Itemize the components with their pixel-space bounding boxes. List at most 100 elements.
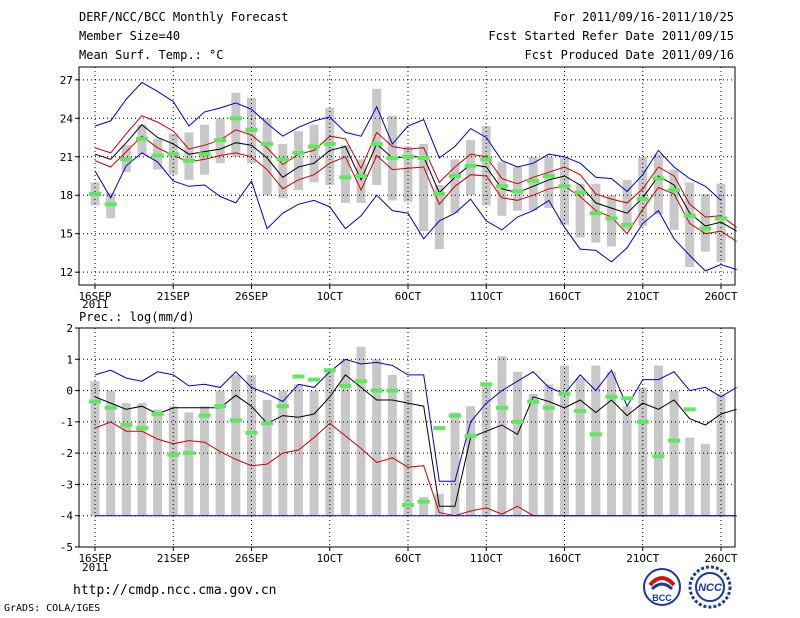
temp-observed-marker xyxy=(386,156,399,161)
temp-observed-marker xyxy=(89,191,101,196)
temp-ensemble-bar xyxy=(200,124,210,175)
temp-ensemble-bar xyxy=(700,193,710,252)
precip-y-tick-label: -5 xyxy=(60,541,73,554)
precip-ensemble-bar xyxy=(106,390,116,516)
temp-observed-marker xyxy=(699,226,712,231)
temp-ensemble-bar xyxy=(606,195,616,247)
temp-observed-marker xyxy=(229,116,242,121)
precip-observed-marker xyxy=(292,374,305,379)
precip-x-tick-label: 21SEP xyxy=(157,552,190,565)
forecast-period: For 2011/09/16-2011/10/25 xyxy=(553,10,734,24)
precip-ensemble-bar xyxy=(325,371,335,516)
temp-ensemble-bar xyxy=(669,169,679,230)
temp-ensemble-bar xyxy=(434,184,444,250)
precip-observed-marker xyxy=(448,413,461,418)
precip-observed-marker xyxy=(151,412,164,417)
temp-ensemble-bar xyxy=(184,132,194,180)
temp-ensemble-bar xyxy=(653,154,663,215)
precip-observed-marker xyxy=(480,382,493,387)
precip-ensemble-bar xyxy=(121,403,131,516)
precip-ensemble-bar xyxy=(591,365,601,516)
precip-observed-marker xyxy=(229,418,242,423)
precip-x-tick-label: 16SEP xyxy=(78,552,111,565)
temp-observed-marker xyxy=(480,157,493,162)
temp-observed-marker xyxy=(370,141,383,146)
temp-observed-marker xyxy=(464,163,477,168)
precip-observed-marker xyxy=(104,405,117,410)
bcc-logo-text: BCC xyxy=(652,593,672,603)
temp-observed-marker xyxy=(339,175,352,180)
temp-observed-marker xyxy=(151,153,164,158)
precip-observed-marker xyxy=(276,404,289,409)
precip-observed-marker xyxy=(433,426,446,431)
precip-observed-marker xyxy=(621,396,634,401)
ncc-logo-text: NCC xyxy=(698,582,723,594)
temp-ensemble-bar xyxy=(685,182,695,268)
precip-observed-marker xyxy=(495,405,508,410)
temp-x-tick-label: 21OCT xyxy=(626,290,659,303)
precip-observed-marker xyxy=(323,368,336,373)
temp-observed-marker xyxy=(495,184,508,189)
source-url[interactable]: http://cmdp.ncc.cma.gov.cn xyxy=(73,583,277,598)
precip-ensemble-bar xyxy=(653,365,663,516)
precip-y-tick-label: 1 xyxy=(66,353,73,366)
temp-ensemble-bar xyxy=(278,143,288,198)
precip-ensemble-bar xyxy=(622,406,632,516)
precip-observed-marker xyxy=(167,452,180,457)
temp-observed-marker xyxy=(621,222,634,227)
precip-observed-marker xyxy=(339,383,352,388)
precip-ensemble-bar xyxy=(544,384,554,516)
precip-ensemble-bar xyxy=(669,390,679,516)
temp-observed-marker xyxy=(652,176,665,181)
temp-observed-marker xyxy=(214,138,227,143)
precip-y-tick-label: -1 xyxy=(60,416,73,429)
precip-x-tick-label: 16OCT xyxy=(548,552,581,565)
precip-y-tick-label: -2 xyxy=(60,447,73,460)
precip-ensemble-bar xyxy=(372,359,382,516)
precip-observed-marker xyxy=(120,422,133,427)
precip-observed-marker xyxy=(261,421,274,426)
precip-y-tick-label: 2 xyxy=(66,322,73,335)
temp-observed-marker xyxy=(527,179,540,184)
temp-observed-marker xyxy=(636,197,649,202)
temp-observed-marker xyxy=(292,150,305,155)
precip-ensemble-bar xyxy=(137,403,147,516)
temp-observed-marker xyxy=(167,152,180,157)
precip-ensemble-bar xyxy=(419,496,429,516)
precip-ensemble-bar xyxy=(528,393,538,516)
temp-observed-marker xyxy=(605,216,618,221)
ncc-logo: NCC xyxy=(688,565,732,609)
temp-observed-marker xyxy=(683,213,696,218)
precip-observed-marker xyxy=(464,433,477,438)
precip-observed-marker xyxy=(542,405,555,410)
precip-x-tick-label: 26OCT xyxy=(704,552,737,565)
temp-observed-marker xyxy=(355,174,368,178)
precip-y-tick-label: 0 xyxy=(66,385,73,398)
temp-ensemble-bar xyxy=(340,145,350,203)
temp-observed-marker xyxy=(402,154,414,159)
precip-observed-marker xyxy=(182,451,195,456)
temp-ensemble-bar xyxy=(309,124,319,183)
precip-series-mean xyxy=(94,374,737,507)
temp-x-tick-label: 26OCT xyxy=(704,290,737,303)
temp-y-tick-label: 24 xyxy=(60,112,74,125)
chart-title: DERF/NCC/BCC Monthly Forecast xyxy=(79,10,289,24)
temp-observed-marker xyxy=(135,136,148,141)
member-size: Member Size=40 xyxy=(79,29,181,43)
precip-series-max xyxy=(94,358,737,482)
precip-observed-marker xyxy=(417,499,430,504)
temp-observed-marker xyxy=(261,141,274,146)
temp-ensemble-bar xyxy=(528,156,538,211)
precip-ensemble-bar xyxy=(403,390,413,516)
precip-observed-marker xyxy=(652,454,665,459)
temp-ensemble-bar xyxy=(544,156,554,209)
precip-observed-marker xyxy=(355,379,368,384)
precip-ensemble-bar xyxy=(638,387,648,516)
precip-observed-marker xyxy=(135,426,148,431)
temp-series-spread-high xyxy=(94,115,737,228)
precip-observed-marker xyxy=(589,432,602,437)
precip-x-tick-label: 6OCT xyxy=(395,552,422,565)
precip-ensemble-bar xyxy=(481,384,491,516)
temp-observed-marker xyxy=(511,189,524,194)
